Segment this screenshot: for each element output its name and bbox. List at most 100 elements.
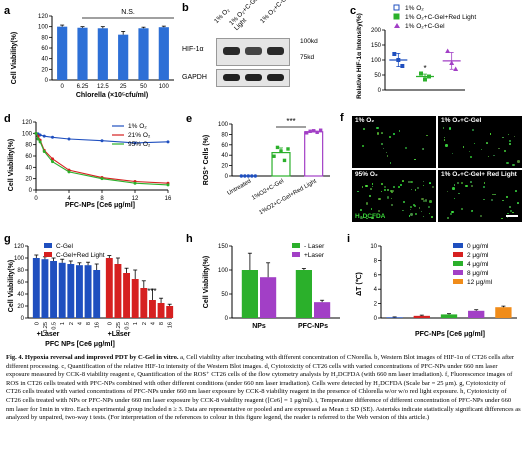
micrograph-label: 1% O₂ (355, 117, 375, 124)
legend-label: 21% O₂ (128, 132, 151, 139)
fluorescent-cell (370, 207, 373, 210)
fluorescent-cell (501, 217, 503, 220)
x-tick-label: 2 (142, 322, 148, 325)
bar (495, 307, 512, 318)
fluorescent-cell (409, 205, 412, 208)
fluorescent-cell (446, 190, 448, 192)
bar (114, 264, 122, 318)
fluorescent-cell (449, 212, 452, 215)
blot-band-hif (216, 38, 290, 66)
fluorescent-cell (481, 148, 483, 150)
y-tick-label: 20 (41, 67, 48, 73)
y-axis-label: ΔT (℃) (355, 272, 363, 296)
legend-marker (453, 243, 463, 248)
x-tick-label: 0 (60, 84, 64, 90)
row-label: HIF-1α (182, 46, 204, 53)
legend-marker (394, 23, 400, 28)
bar (386, 317, 403, 318)
x-tick-label: 4 (67, 196, 71, 202)
fluorescent-cell (429, 182, 431, 185)
fluorescent-cell (393, 186, 395, 188)
fluorescent-cell (454, 185, 456, 187)
x-tick-label: 12 (132, 196, 139, 202)
x-axis-label: PFC-NPs [Ce6 μg/ml] (415, 331, 485, 338)
fluorescent-cell (422, 148, 424, 151)
legend-label: - Laser (304, 243, 325, 250)
fluorescent-cell (458, 192, 460, 195)
y-tick-label: 2 (374, 302, 378, 308)
fluorescent-cell (390, 198, 393, 200)
x-tick-label: 12.5 (97, 84, 109, 90)
data-point (67, 137, 71, 141)
bar (413, 315, 430, 318)
panel-letter: d (4, 113, 11, 125)
fluorescent-cell (399, 184, 402, 187)
fluorescent-cell (445, 144, 448, 147)
fluorescent-cell (431, 215, 434, 218)
data-point (100, 177, 104, 181)
panel-g-chart: g Cell Viability(%) +Laser +Laser PFC NP… (4, 233, 174, 348)
y-tick-label: 0 (21, 316, 25, 322)
stain-label: H₂DCFDA (355, 213, 386, 220)
x-tick-label: 16 (165, 196, 172, 202)
fluorescent-cell (471, 185, 473, 187)
fluorescent-cell (447, 217, 450, 220)
data-point (396, 58, 401, 62)
bar (93, 270, 101, 318)
fluorescent-cell (414, 189, 417, 191)
marker-label: 75kd (300, 54, 315, 61)
bar (67, 264, 75, 318)
bar (97, 28, 108, 80)
bar (118, 34, 129, 80)
fluorescent-cell (509, 143, 511, 145)
x-tick-label: 0 (34, 196, 38, 202)
fluorescent-cell (442, 127, 445, 129)
fluorescent-cell (516, 202, 519, 205)
fluorescent-cell (452, 187, 455, 190)
legend-marker (453, 261, 463, 266)
fluorescent-cell (402, 180, 404, 182)
x-tick-label: PFC-NPs (298, 323, 328, 330)
fluorescent-cell (361, 186, 364, 188)
x-tick-label: 4 (150, 322, 156, 325)
image-grid: 1% O₂ 1% O₂+C-Gel 95% O₂ H₂DCFDA 1% O₂+C… (352, 116, 522, 222)
legend-marker (393, 4, 400, 11)
annotation: *** (147, 287, 156, 296)
data-point (453, 66, 459, 71)
bar (260, 277, 277, 318)
fluorescent-cell (509, 205, 512, 208)
y-tick-label: 100 (218, 122, 229, 128)
y-tick-label: 80 (221, 132, 228, 138)
y-tick-label: 80 (17, 268, 24, 274)
data-point (100, 139, 104, 143)
y-tick-label: 80 (25, 143, 32, 149)
y-axis-label: Cell Viability(%) (203, 256, 210, 308)
fluorescent-cell (510, 209, 513, 212)
x-tick-label: 0.5 (52, 322, 58, 330)
fluorescent-cell (460, 182, 463, 185)
bar (166, 306, 174, 318)
panel-letter: c (350, 5, 356, 17)
y-tick-label: 60 (41, 46, 48, 52)
panel-h-chart: h Cell Viability(%) *** 050100150NPsPFC-… (186, 233, 340, 330)
band (267, 74, 284, 81)
x-tick-label: 50 (140, 84, 147, 90)
x-tick-label: 16 (168, 322, 174, 328)
fluorescent-cell (504, 149, 507, 153)
fluorescent-cell (471, 128, 475, 131)
data-point (246, 174, 251, 178)
fluorescent-cell (371, 216, 374, 219)
legend-label: +Laser (304, 252, 325, 259)
group-label: +Laser (37, 331, 60, 338)
annotation: *** (286, 117, 295, 126)
fluorescent-cell (368, 195, 371, 198)
y-tick-label: 40 (221, 153, 228, 159)
data-point (42, 134, 46, 138)
fluorescent-cell (380, 182, 384, 185)
legend-marker (393, 13, 400, 20)
fluorescent-cell (378, 198, 381, 201)
fluorescent-cell (402, 209, 404, 212)
panel-letter: f (340, 112, 344, 124)
bar (123, 273, 131, 318)
fluorescent-cell (391, 189, 394, 192)
